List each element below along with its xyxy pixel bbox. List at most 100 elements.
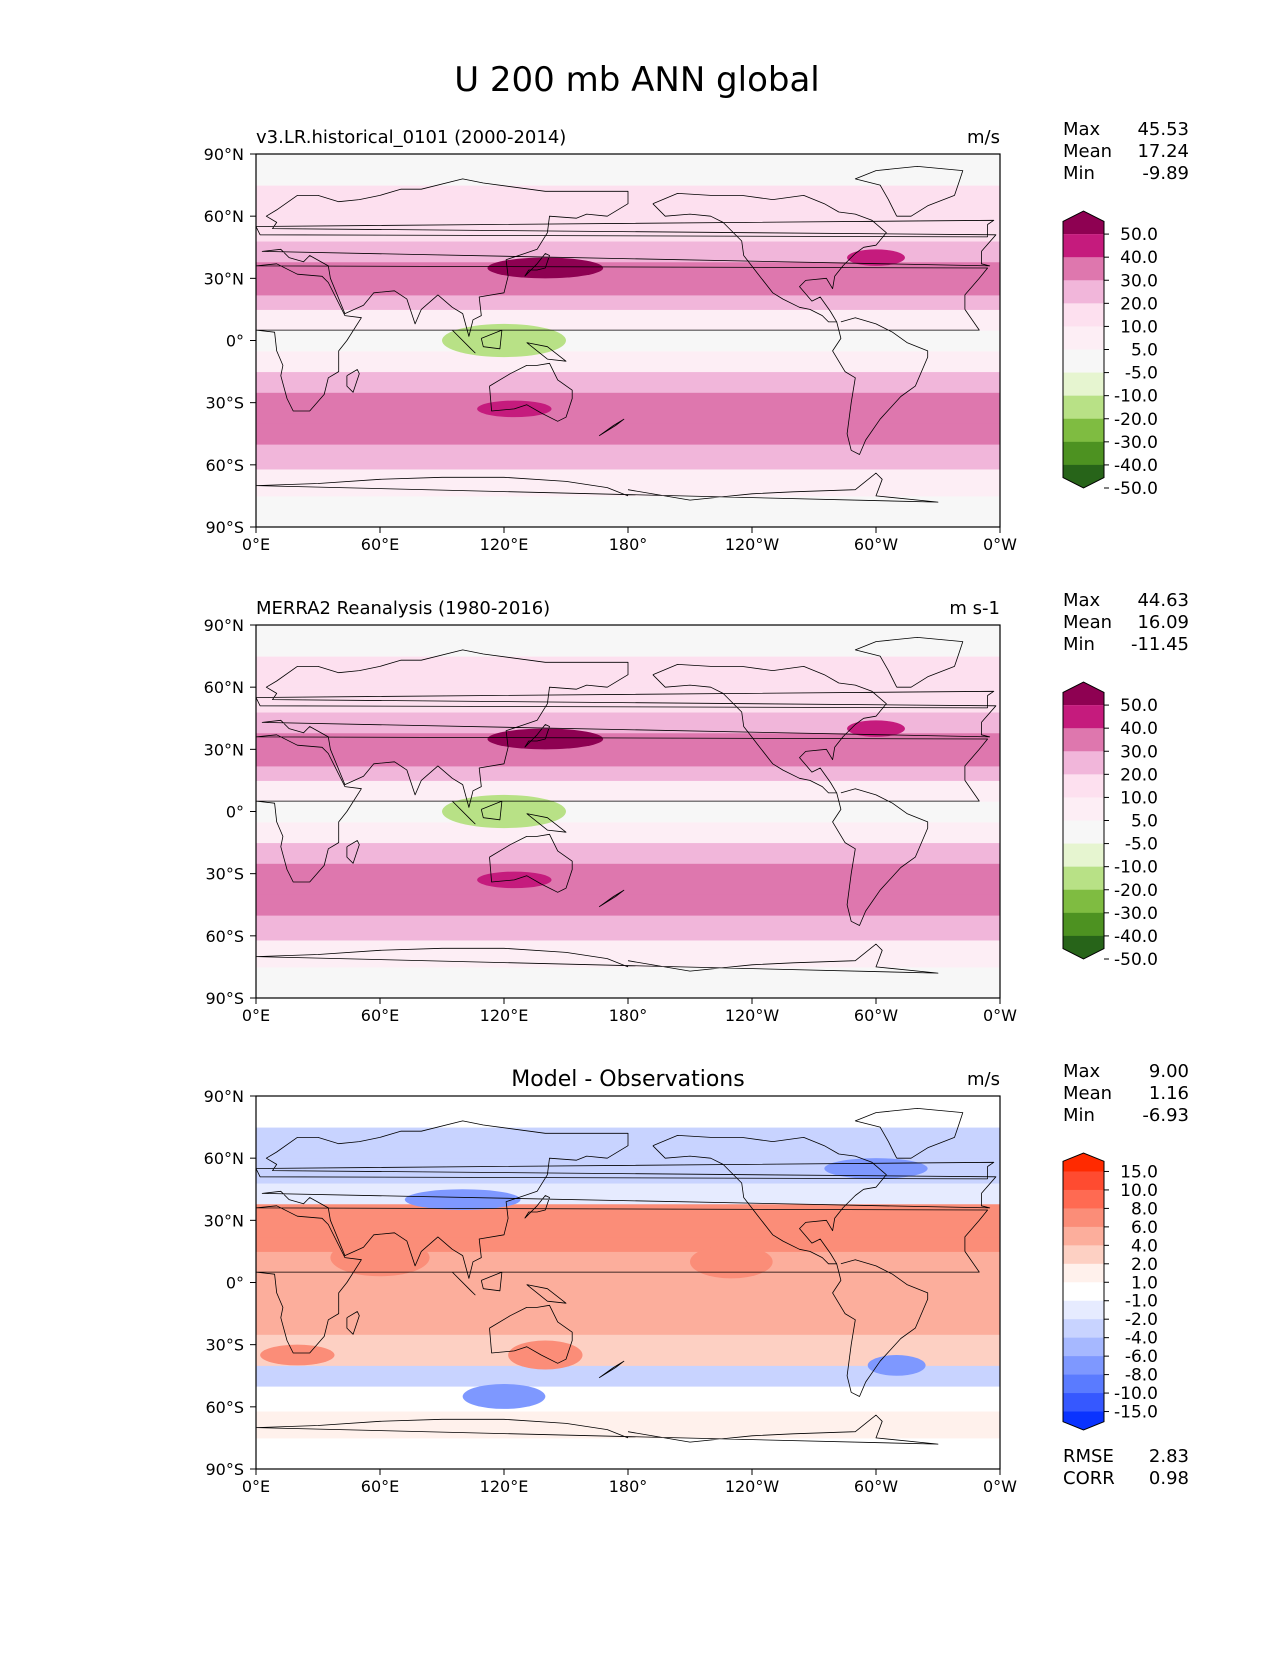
x-tick-label: 0°E bbox=[242, 535, 270, 554]
stat-value: -6.93 bbox=[1142, 1105, 1189, 1126]
colorbar-swatch bbox=[1063, 866, 1104, 891]
colorbar-tick-label: 5.0 bbox=[1131, 341, 1158, 361]
colorbar-tick-label: 50.0 bbox=[1120, 696, 1158, 716]
y-tick-label: 60°S bbox=[205, 1398, 244, 1417]
colorbar-swatch bbox=[1063, 1411, 1104, 1430]
colorbar-tick-label: 30.0 bbox=[1120, 742, 1158, 762]
y-tick-label: 60°N bbox=[204, 678, 244, 697]
colorbar-tick-label: -10.0 bbox=[1114, 1384, 1158, 1404]
contour-band bbox=[256, 294, 1000, 310]
colorbar-swatch bbox=[1063, 797, 1104, 821]
contour-core bbox=[508, 1340, 583, 1370]
y-tick-label: 30°N bbox=[204, 1211, 244, 1230]
panel-units: m/s bbox=[967, 127, 1000, 148]
stat-label: Mean bbox=[1063, 141, 1112, 162]
colorbar-swatch bbox=[1063, 705, 1104, 729]
figure-title: U 200 mb ANN global bbox=[454, 60, 820, 100]
x-tick-label: 60°E bbox=[361, 1006, 399, 1025]
colorbar-swatch bbox=[1063, 1189, 1104, 1209]
colorbar-tick-label: -50.0 bbox=[1114, 950, 1158, 970]
contour-core bbox=[330, 1238, 430, 1277]
stat-value: 45.53 bbox=[1137, 119, 1189, 140]
colorbar-tick-label: -6.0 bbox=[1125, 1347, 1158, 1367]
colorbar-swatch bbox=[1063, 1282, 1104, 1302]
stat-value: 44.63 bbox=[1137, 590, 1189, 611]
colorbar-swatch bbox=[1063, 372, 1104, 397]
colorbar-swatch bbox=[1063, 1171, 1104, 1191]
colorbar-swatch bbox=[1063, 728, 1104, 752]
metric-value: 2.83 bbox=[1149, 1446, 1189, 1467]
contour-core bbox=[442, 323, 566, 358]
colorbar-swatch bbox=[1063, 912, 1104, 937]
x-tick-label: 60°W bbox=[854, 535, 898, 554]
stat-value: 9.00 bbox=[1149, 1061, 1189, 1082]
colorbar-tick-label: 8.0 bbox=[1131, 1199, 1158, 1219]
colorbar-tick-label: -30.0 bbox=[1114, 904, 1158, 924]
contour-core bbox=[847, 720, 905, 737]
colorbar-tick-label: -20.0 bbox=[1114, 881, 1158, 901]
x-tick-label: 60°E bbox=[361, 1477, 399, 1496]
contour-band bbox=[256, 939, 1000, 968]
contour-core bbox=[404, 1189, 521, 1210]
colorbar-swatch bbox=[1063, 820, 1104, 844]
colorbar-swatch bbox=[1063, 843, 1104, 868]
contour-band bbox=[256, 712, 1000, 734]
panel-units: m/s bbox=[967, 1069, 1000, 1090]
colorbar-tick-label: -8.0 bbox=[1125, 1366, 1158, 1386]
colorbar-swatch bbox=[1063, 774, 1104, 798]
contour-band bbox=[256, 1251, 1000, 1273]
x-tick-label: 120°W bbox=[725, 1477, 780, 1496]
colorbar-swatch bbox=[1063, 441, 1104, 466]
colorbar-swatch bbox=[1063, 1208, 1104, 1228]
map-panel-difference: 0°E 60°E 120°E 180° 120°W 60°W 0°W 90°N 60°N 30°N… bbox=[204, 1061, 1189, 1496]
colorbar-tick-label: -40.0 bbox=[1114, 927, 1158, 947]
contour-band bbox=[256, 423, 1000, 445]
map-panel-test: 0°E 60°E 120°E 180° 120°W 60°W 0°W 90°N 60°N 30°N… bbox=[204, 119, 1189, 554]
contour-band bbox=[256, 801, 1000, 823]
stat-label: Min bbox=[1063, 634, 1095, 655]
colorbar-swatch bbox=[1063, 257, 1104, 281]
y-tick-label: 90°N bbox=[204, 1087, 244, 1106]
y-tick-label: 30°S bbox=[205, 865, 244, 884]
y-tick-label: 0° bbox=[226, 1274, 244, 1293]
contour-band bbox=[256, 1313, 1000, 1335]
x-tick-label: 120°W bbox=[725, 535, 780, 554]
colorbar-swatch bbox=[1063, 326, 1104, 350]
contour-band bbox=[256, 863, 1000, 895]
colorbar-swatch bbox=[1063, 1263, 1104, 1283]
contour-band bbox=[256, 1365, 1000, 1387]
y-tick-label: 60°N bbox=[204, 207, 244, 226]
stat-label: Min bbox=[1063, 1105, 1095, 1126]
contour-core bbox=[462, 1384, 546, 1409]
y-tick-label: 0° bbox=[226, 332, 244, 351]
contour-band bbox=[256, 1096, 1000, 1128]
stat-value: 1.16 bbox=[1149, 1083, 1189, 1104]
colorbar-swatch bbox=[1063, 1319, 1104, 1339]
contour-band bbox=[256, 392, 1000, 424]
stat-label: Mean bbox=[1063, 612, 1112, 633]
contour-band bbox=[256, 350, 1000, 373]
colorbar-swatch bbox=[1063, 1356, 1104, 1375]
panel-title: Model - Observations bbox=[511, 1067, 744, 1092]
x-tick-label: 0°W bbox=[983, 1006, 1017, 1025]
colorbar-swatch bbox=[1063, 1226, 1104, 1246]
contour-band bbox=[256, 765, 1000, 781]
coastlines bbox=[256, 166, 997, 503]
metric-value: 0.98 bbox=[1149, 1468, 1189, 1489]
metric-label: CORR bbox=[1063, 1468, 1115, 1489]
coastlines bbox=[256, 1108, 997, 1445]
colorbar-swatch bbox=[1063, 234, 1104, 258]
contour-band bbox=[256, 444, 1000, 470]
y-tick-label: 90°S bbox=[205, 989, 244, 1008]
contour-band bbox=[256, 330, 1000, 352]
colorbar-swatch bbox=[1063, 211, 1104, 235]
x-tick-label: 0°W bbox=[983, 535, 1017, 554]
contour-core bbox=[260, 1344, 335, 1366]
stat-label: Max bbox=[1063, 1061, 1101, 1082]
colorbar-tick-label: -15.0 bbox=[1114, 1403, 1158, 1423]
colorbar-swatch bbox=[1063, 889, 1104, 914]
y-tick-label: 30°S bbox=[205, 1336, 244, 1355]
y-tick-label: 90°S bbox=[205, 518, 244, 537]
panel-title: MERRA2 Reanalysis (1980-2016) bbox=[256, 598, 550, 619]
contour-band bbox=[256, 1410, 1000, 1439]
